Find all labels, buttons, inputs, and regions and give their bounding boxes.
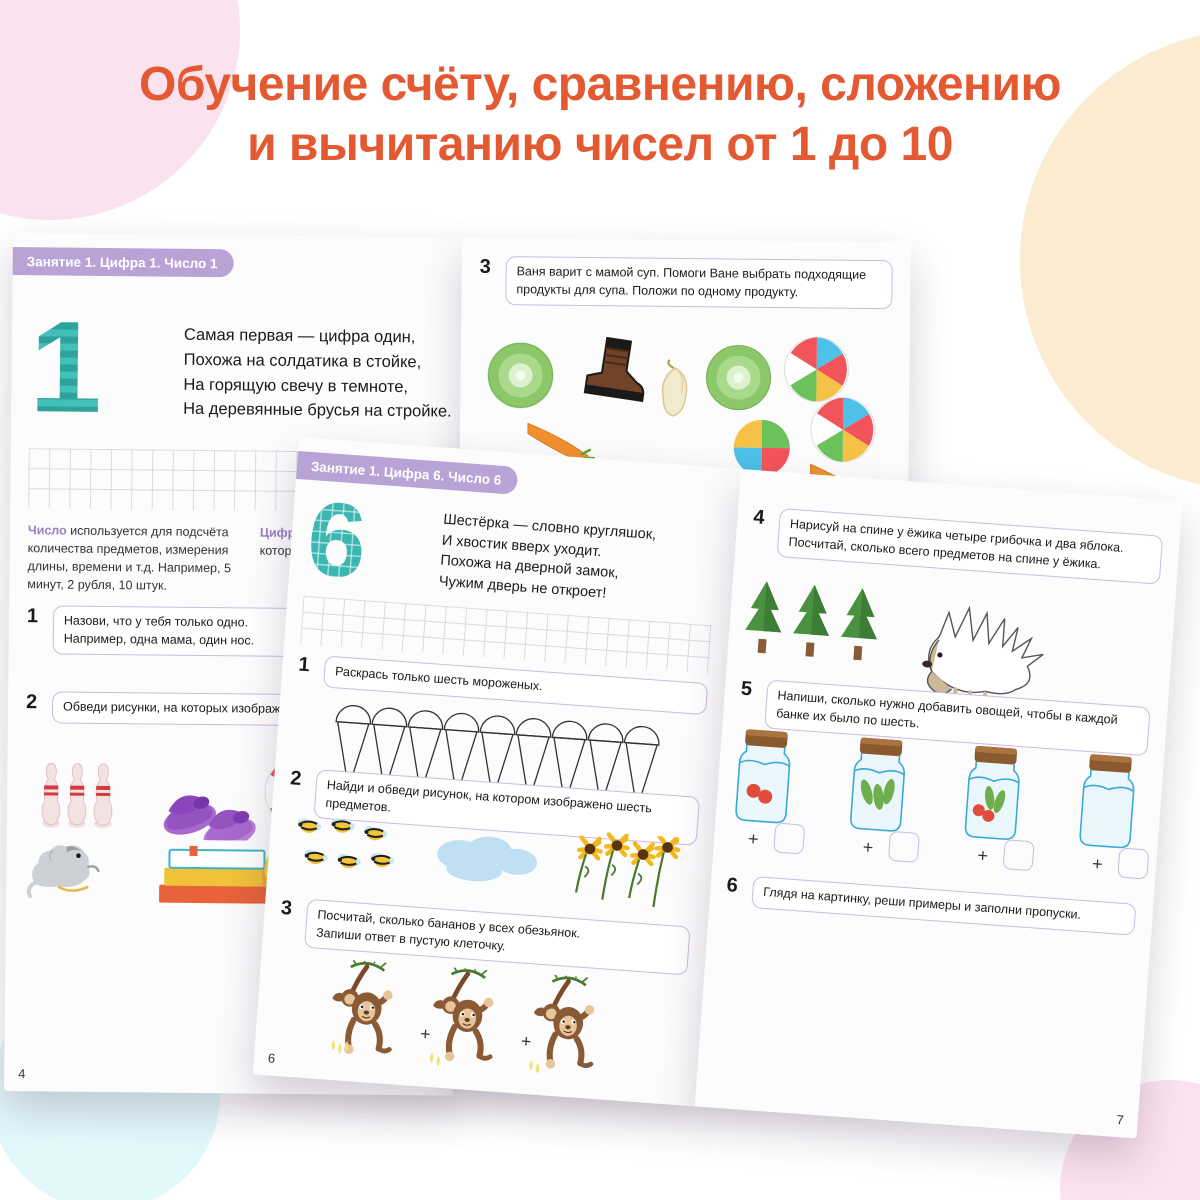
svg-text:+: + xyxy=(420,1023,432,1044)
svg-text:+: + xyxy=(520,1031,532,1052)
